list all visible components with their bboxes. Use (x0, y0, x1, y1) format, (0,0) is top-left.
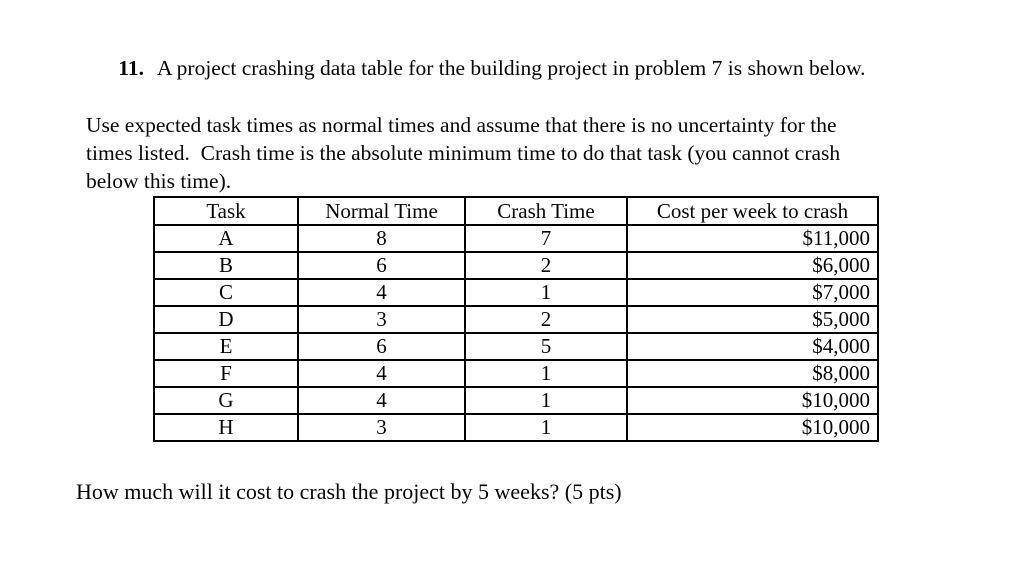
crash-time-cell: 2 (464, 305, 628, 334)
normal-time-cell: 4 (297, 278, 466, 307)
normal-time-cell: 8 (297, 224, 466, 253)
crash-time-cell: 1 (464, 413, 628, 442)
task-cell: H (153, 413, 299, 442)
table-row: D 3 2 $5,000 (153, 305, 879, 334)
problem-text-line-4: below this time). (86, 169, 232, 194)
question-text: How much will it cost to crash the proje… (76, 479, 622, 504)
problem-statement-line: 11. A project crashing data table for the… (86, 26, 966, 111)
problem-statement: 11. A project crashing data table for the… (86, 26, 966, 196)
task-cell: F (153, 359, 299, 388)
table-row: F 4 1 $8,000 (153, 359, 879, 388)
cost-cell: $4,000 (626, 332, 879, 361)
problem-text-line-1: A project crashing data table for the bu… (156, 56, 866, 81)
task-cell: D (153, 305, 299, 334)
column-header-crash-time: Crash Time (464, 196, 628, 226)
crash-time-cell: 5 (464, 332, 628, 361)
cost-cell: $10,000 (626, 386, 879, 415)
table-row: A 8 7 $11,000 (153, 224, 879, 253)
problem-number: 11. (118, 56, 144, 81)
table-row: H 3 1 $10,000 (153, 413, 879, 442)
normal-time-cell: 4 (297, 386, 466, 415)
cost-cell: $7,000 (626, 278, 879, 307)
table-row: E 6 5 $4,000 (153, 332, 879, 361)
normal-time-cell: 3 (297, 413, 466, 442)
cost-cell: $8,000 (626, 359, 879, 388)
table-row: G 4 1 $10,000 (153, 386, 879, 415)
normal-time-cell: 6 (297, 251, 466, 280)
table-row: B 6 2 $6,000 (153, 251, 879, 280)
column-header-normal-time: Normal Time (297, 196, 466, 226)
crash-time-cell: 1 (464, 386, 628, 415)
task-cell: G (153, 386, 299, 415)
task-cell: A (153, 224, 299, 253)
cost-cell: $11,000 (626, 224, 879, 253)
problem-text-line-3: times listed. Crash time is the absolute… (86, 141, 841, 166)
problem-text-line-2: Use expected task times as normal times … (86, 112, 837, 137)
column-header-task: Task (153, 196, 299, 226)
cost-cell: $6,000 (626, 251, 879, 280)
normal-time-cell: 6 (297, 332, 466, 361)
column-header-cost-per-week: Cost per week to crash (626, 196, 879, 226)
cost-cell: $10,000 (626, 413, 879, 442)
crash-time-cell: 1 (464, 278, 628, 307)
crash-time-cell: 7 (464, 224, 628, 253)
table-row: C 4 1 $7,000 (153, 278, 879, 307)
normal-time-cell: 4 (297, 359, 466, 388)
task-cell: B (153, 251, 299, 280)
cost-cell: $5,000 (626, 305, 879, 334)
normal-time-cell: 3 (297, 305, 466, 334)
task-cell: E (153, 332, 299, 361)
crash-data-table: Task Normal Time Crash Time Cost per wee… (153, 196, 879, 442)
crash-time-cell: 2 (464, 251, 628, 280)
table-header-row: Task Normal Time Crash Time Cost per wee… (153, 196, 879, 226)
task-cell: C (153, 278, 299, 307)
crash-time-cell: 1 (464, 359, 628, 388)
